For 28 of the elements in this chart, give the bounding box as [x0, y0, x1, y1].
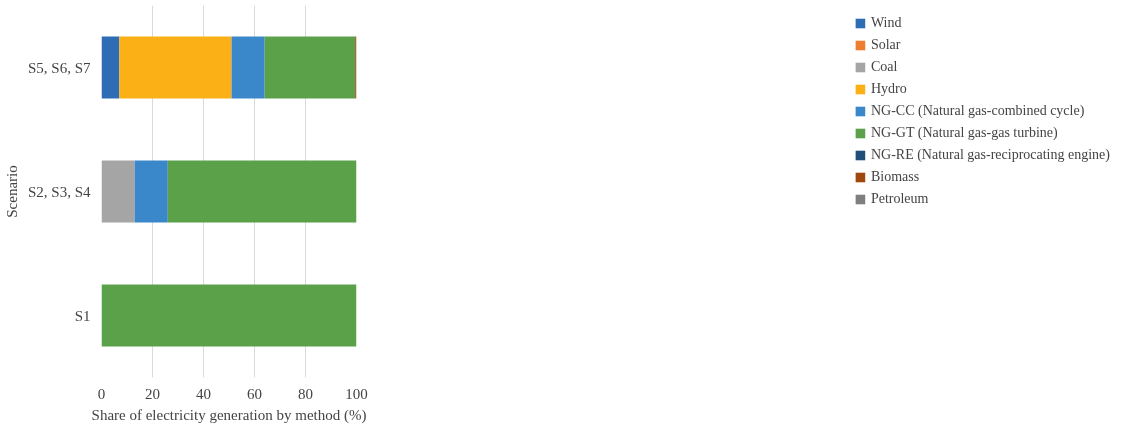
x-tick-label: 60 — [247, 385, 262, 402]
legend-label: NG-RE (Natural gas-reciprocating engine) — [870, 147, 1110, 163]
legend-label: Petroleum — [870, 191, 929, 207]
y-tick-label: S1 — [74, 307, 91, 324]
legend-label: Solar — [870, 37, 901, 53]
legend-label: NG-CC (Natural gas-combined cycle) — [870, 103, 1085, 119]
legend-label: Hydro — [870, 81, 907, 97]
bar — [119, 36, 232, 99]
x-axis-title: Share of electricity generation by method (%) — [91, 406, 367, 424]
x-tick-label: 40 — [196, 385, 211, 402]
x-tick-label: 80 — [298, 385, 313, 402]
y-tick-label: S2, S3, S4 — [27, 183, 91, 200]
x-tick-label: 20 — [145, 385, 160, 402]
x-tick-label: 100 — [345, 385, 368, 402]
legend-label: Biomass — [870, 169, 920, 185]
legend-label: Coal — [870, 59, 898, 75]
y-axis-title: Scenario — [3, 165, 20, 218]
bar — [101, 160, 135, 223]
y-tick-label: S5, S6, S7 — [27, 59, 91, 76]
x-tick-label: 0 — [97, 385, 106, 402]
legend-label: NG-GT (Natural gas-gas turbine) — [870, 125, 1058, 141]
bar — [134, 160, 168, 223]
bar — [231, 36, 265, 99]
bar — [264, 36, 356, 99]
bar — [167, 160, 357, 223]
bar — [101, 36, 120, 99]
legend-label: Wind — [870, 15, 902, 31]
bar — [101, 284, 357, 347]
